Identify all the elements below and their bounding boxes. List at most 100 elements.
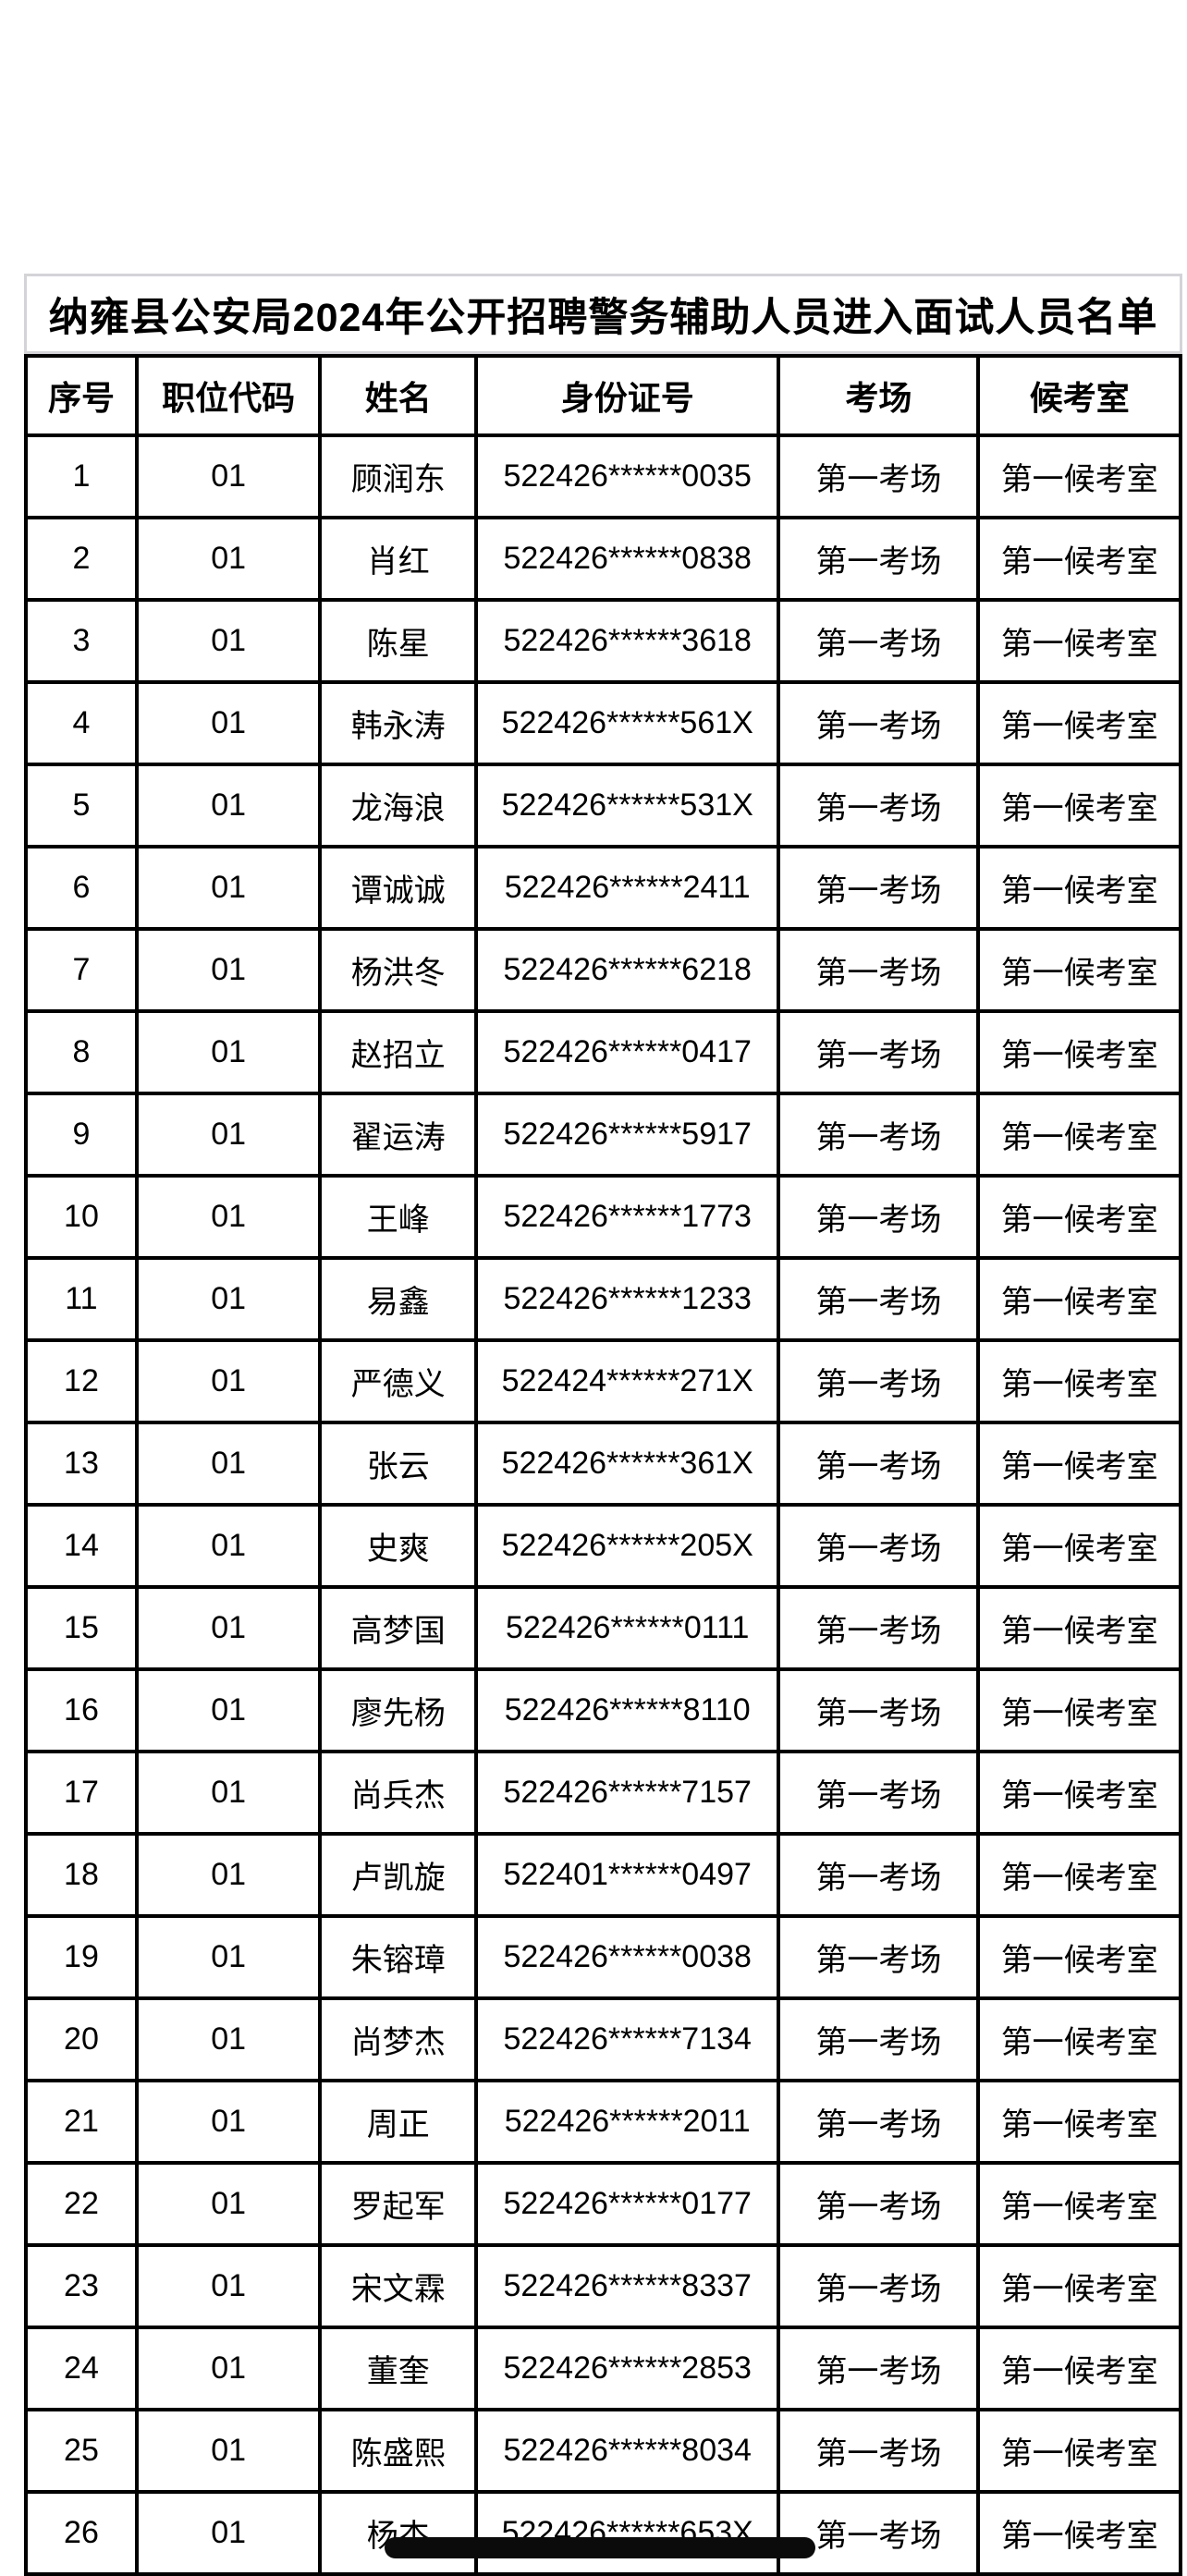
cell-waiting-room: 第一候考室 [976, 1338, 1182, 1424]
cell-name: 翟运涛 [318, 1092, 479, 1178]
cell-exam-room: 第一考场 [777, 1092, 981, 1178]
cell-id-number: 522426******0038 [474, 1914, 781, 2000]
cell-id-number: 522426******6218 [474, 927, 781, 1013]
cell-id-number: 522426******8034 [474, 2408, 781, 2494]
table-row: 17 01 尚兵杰 522426******7157 第一考场 第一候考室 [24, 1750, 1182, 1836]
header-exam-room: 考场 [777, 354, 981, 437]
cell-exam-room: 第一考场 [777, 680, 981, 766]
cell-index: 21 [24, 2079, 139, 2165]
cell-waiting-room: 第一候考室 [976, 1256, 1182, 1342]
cell-job-code: 01 [134, 680, 323, 766]
cell-exam-room: 第一考场 [777, 433, 981, 519]
redaction-bar [385, 2537, 815, 2558]
cell-name: 杨洪冬 [318, 927, 479, 1013]
cell-waiting-room: 第一候考室 [976, 1009, 1182, 1095]
cell-name: 罗起军 [318, 2161, 479, 2247]
table-row: 3 01 陈星 522426******3618 第一考场 第一候考室 [24, 598, 1182, 684]
cell-index: 17 [24, 1750, 139, 1836]
cell-waiting-room: 第一候考室 [976, 433, 1182, 519]
cell-name: 易鑫 [318, 1256, 479, 1342]
cell-name: 肖红 [318, 516, 479, 602]
cell-id-number: 522424******271X [474, 1338, 781, 1424]
cell-id-number: 522426******2853 [474, 2326, 781, 2411]
cell-exam-room: 第一考场 [777, 516, 981, 602]
cell-id-number: 522426******7134 [474, 1996, 781, 2082]
cell-job-code: 01 [134, 2243, 323, 2329]
cell-job-code: 01 [134, 927, 323, 1013]
table-row: 15 01 高梦国 522426******0111 第一考场 第一候考室 [24, 1585, 1182, 1671]
cell-waiting-room: 第一候考室 [976, 598, 1182, 684]
cell-waiting-room: 第一候考室 [976, 763, 1182, 848]
table-row: 16 01 廖先杨 522426******8110 第一考场 第一候考室 [24, 1667, 1182, 1753]
cell-job-code: 01 [134, 1338, 323, 1424]
cell-id-number: 522401******0497 [474, 1832, 781, 1918]
cell-name: 韩永涛 [318, 680, 479, 766]
cell-waiting-room: 第一候考室 [976, 680, 1182, 766]
cell-name: 朱镕璋 [318, 1914, 479, 2000]
cell-name: 赵招立 [318, 1009, 479, 1095]
header-row: 序号 职位代码 姓名 身份证号 考场 候考室 [24, 354, 1182, 437]
cell-job-code: 01 [134, 2079, 323, 2165]
table-row: 23 01 宋文霖 522426******8337 第一考场 第一候考室 [24, 2243, 1182, 2329]
cell-job-code: 01 [134, 433, 323, 519]
cell-index: 4 [24, 680, 139, 766]
cell-index: 10 [24, 1174, 139, 1260]
cell-exam-room: 第一考场 [777, 1996, 981, 2082]
cell-id-number: 522426******0035 [474, 433, 781, 519]
table-row: 13 01 张云 522426******361X 第一考场 第一候考室 [24, 1421, 1182, 1507]
cell-id-number: 522426******0111 [474, 1585, 781, 1671]
cell-index: 26 [24, 2490, 139, 2576]
cell-waiting-room: 第一候考室 [976, 516, 1182, 602]
cell-name: 陈盛熙 [318, 2408, 479, 2494]
cell-name: 严德义 [318, 1338, 479, 1424]
table-row: 19 01 朱镕璋 522426******0038 第一考场 第一候考室 [24, 1914, 1182, 2000]
cell-exam-room: 第一考场 [777, 845, 981, 931]
cell-waiting-room: 第一候考室 [976, 1667, 1182, 1753]
cell-exam-room: 第一考场 [777, 2079, 981, 2165]
page-title: 纳雍县公安局2024年公开招聘警务辅助人员进入面试人员名单 [48, 295, 1158, 340]
cell-job-code: 01 [134, 598, 323, 684]
header-index: 序号 [24, 354, 139, 437]
cell-name: 谭诚诚 [318, 845, 479, 931]
table-row: 18 01 卢凯旋 522401******0497 第一考场 第一候考室 [24, 1832, 1182, 1918]
cell-index: 16 [24, 1667, 139, 1753]
cell-index: 12 [24, 1338, 139, 1424]
header-id-number: 身份证号 [474, 354, 781, 437]
cell-exam-room: 第一考场 [777, 1750, 981, 1836]
header-job-code: 职位代码 [134, 354, 323, 437]
cell-exam-room: 第一考场 [777, 2161, 981, 2247]
cell-exam-room: 第一考场 [777, 2243, 981, 2329]
cell-name: 宋文霖 [318, 2243, 479, 2329]
cell-waiting-room: 第一候考室 [976, 2326, 1182, 2411]
cell-job-code: 01 [134, 1832, 323, 1918]
table-row: 9 01 翟运涛 522426******5917 第一考场 第一候考室 [24, 1092, 1182, 1178]
cell-id-number: 522426******7157 [474, 1750, 781, 1836]
cell-index: 18 [24, 1832, 139, 1918]
cell-job-code: 01 [134, 1421, 323, 1507]
cell-exam-room: 第一考场 [777, 1585, 981, 1671]
cell-job-code: 01 [134, 1092, 323, 1178]
cell-index: 6 [24, 845, 139, 931]
cell-job-code: 01 [134, 1174, 323, 1260]
cell-id-number: 522426******2411 [474, 845, 781, 931]
cell-index: 9 [24, 1092, 139, 1178]
cell-waiting-room: 第一候考室 [976, 1092, 1182, 1178]
table-row: 5 01 龙海浪 522426******531X 第一考场 第一候考室 [24, 763, 1182, 848]
cell-index: 11 [24, 1256, 139, 1342]
cell-job-code: 01 [134, 1996, 323, 2082]
cell-waiting-room: 第一候考室 [976, 845, 1182, 931]
cell-name: 史爽 [318, 1503, 479, 1589]
cell-id-number: 522426******1233 [474, 1256, 781, 1342]
cell-job-code: 01 [134, 2326, 323, 2411]
table-row: 1 01 顾润东 522426******0035 第一考场 第一候考室 [24, 433, 1182, 519]
cell-waiting-room: 第一候考室 [976, 927, 1182, 1013]
cell-index: 1 [24, 433, 139, 519]
cell-waiting-room: 第一候考室 [976, 1996, 1182, 2082]
cell-id-number: 522426******5917 [474, 1092, 781, 1178]
cell-job-code: 01 [134, 516, 323, 602]
cell-exam-room: 第一考场 [777, 927, 981, 1013]
table-row: 22 01 罗起军 522426******0177 第一考场 第一候考室 [24, 2161, 1182, 2247]
cell-job-code: 01 [134, 1914, 323, 2000]
cell-waiting-room: 第一候考室 [976, 1421, 1182, 1507]
table-body: 1 01 顾润东 522426******0035 第一考场 第一候考室 2 01 肖红 5224… [24, 433, 1182, 2576]
